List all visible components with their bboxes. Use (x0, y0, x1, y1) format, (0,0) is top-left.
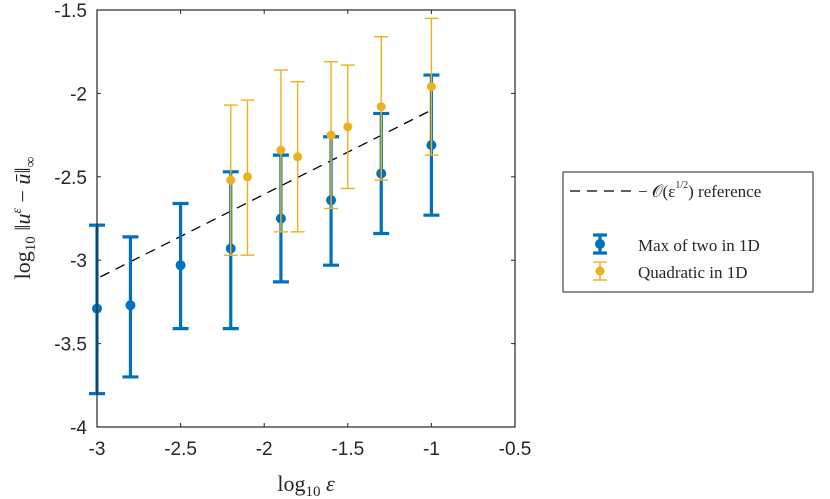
data-point (175, 260, 186, 271)
data-point (125, 300, 136, 311)
legend-marker (595, 239, 605, 249)
x-axis-label: log10 ε (277, 471, 335, 499)
data-point (242, 172, 252, 182)
legend: − 𝒪(ε1/2) reference Max of two in 1D Qua… (562, 171, 814, 293)
data-point (226, 175, 236, 185)
data-point (276, 145, 286, 155)
legend-series-2-label: Quadratic in 1D (638, 263, 748, 282)
plot-area (97, 10, 515, 427)
x-axis-ticks: -3 -2.5 -2 -1.5 -1 -0.5 (89, 10, 532, 460)
x-tick-label: -1 (423, 439, 440, 460)
data-point (426, 82, 436, 92)
x-tick-label: -1.5 (331, 439, 364, 460)
legend-series-2-swatch (593, 261, 607, 281)
y-tick-label: -3.5 (54, 335, 87, 356)
legend-box (562, 171, 814, 293)
y-axis-label: log10 ‖uε − ū‖∞ (10, 157, 39, 280)
legend-series-1-swatch (593, 233, 607, 255)
data-point (293, 152, 303, 162)
plot-frame (96, 9, 516, 428)
x-tick-label: -2.5 (164, 439, 197, 460)
series-2 (223, 17, 439, 256)
legend-reference-label: − 𝒪(ε1/2) reference (638, 180, 761, 201)
x-tick-label: -3 (89, 439, 106, 460)
legend-marker (595, 266, 605, 276)
x-tick-label: -0.5 (499, 439, 532, 460)
legend-series-1-label: Max of two in 1D (638, 236, 760, 255)
y-tick-label: -1.5 (54, 1, 87, 22)
y-tick-label: -3 (70, 251, 87, 272)
data-point (343, 122, 353, 132)
x-tick-label: -2 (256, 439, 273, 460)
y-tick-label: -4 (70, 418, 87, 439)
data-point (376, 102, 386, 112)
y-tick-label: -2.5 (54, 168, 87, 189)
data-point (326, 130, 336, 140)
y-tick-label: -2 (70, 84, 87, 105)
